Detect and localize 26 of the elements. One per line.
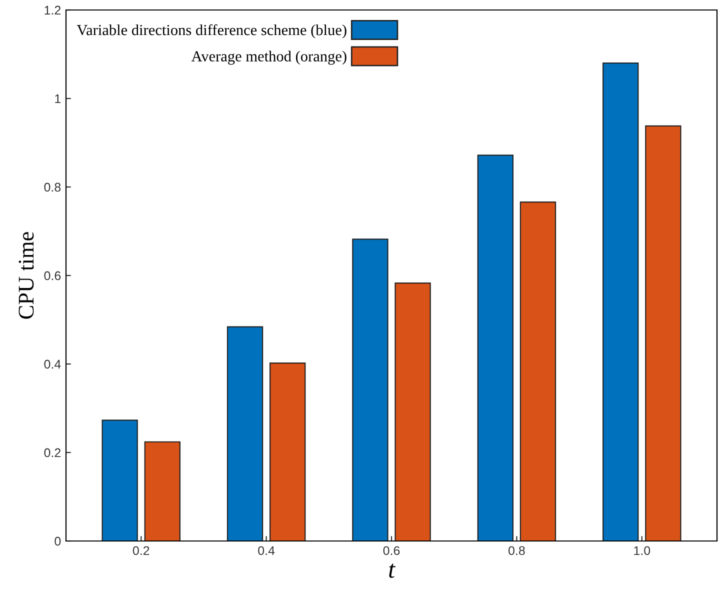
bar	[394, 282, 431, 541]
bar	[270, 362, 306, 541]
bar	[352, 238, 388, 541]
legend-label: Average method (orange)	[191, 50, 346, 65]
x-tick-label: 0.2	[132, 546, 150, 556]
bar	[144, 441, 180, 541]
y-tick-label: 0.8	[44, 182, 61, 192]
y-axis-title: CPU time	[18, 232, 34, 319]
legend-label: Variable directions difference scheme (blue)	[76, 24, 346, 38]
bar	[477, 154, 514, 541]
bar	[102, 420, 138, 541]
y-tick-label: 0	[54, 536, 61, 546]
y-tick-label: 1.2	[44, 6, 61, 15]
x-tick-label: 0.6	[383, 546, 400, 556]
y-tick-label: 1	[55, 94, 61, 104]
y-tick-label: 0.2	[44, 448, 61, 458]
y-tick-label: 0.4	[44, 360, 61, 369]
bar	[645, 125, 682, 541]
x-axis-title: t	[389, 564, 396, 578]
bar	[602, 62, 639, 541]
x-tick-label: 1.0	[634, 546, 650, 556]
bar	[226, 326, 264, 541]
y-tick-label: 0.6	[44, 271, 61, 280]
x-tick-label: 0.4	[258, 546, 275, 556]
x-tick-label: 0.8	[508, 546, 525, 556]
bar	[520, 201, 556, 541]
